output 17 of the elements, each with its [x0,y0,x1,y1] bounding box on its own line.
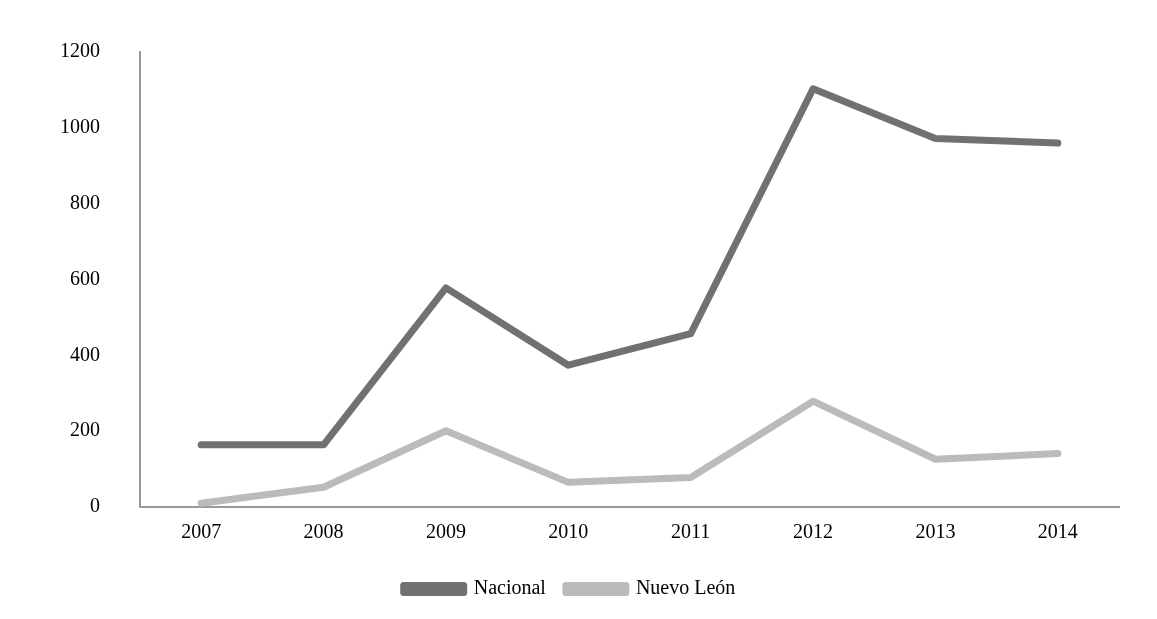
y-tick-label: 800 [70,190,100,213]
x-tick-label: 2007 [181,520,222,543]
x-tick-label: 2012 [793,520,834,543]
x-tick-label: 2014 [1037,520,1078,543]
y-tick-label: 200 [70,418,100,441]
y-tick-label: 400 [70,342,100,365]
y-tick-label: 0 [90,494,100,517]
x-tick-label: 2011 [671,520,711,543]
legend-label: Nuevo León [635,576,736,599]
y-tick-label: 1000 [60,115,100,138]
y-tick-label: 1200 [60,39,100,62]
x-tick-label: 2010 [548,520,589,543]
y-tick-label: 600 [70,266,100,289]
x-tick-label: 2008 [303,520,344,543]
legend-label: Nacional [473,576,547,599]
x-tick-label: 2013 [915,520,956,543]
x-tick-label: 2009 [425,520,466,543]
